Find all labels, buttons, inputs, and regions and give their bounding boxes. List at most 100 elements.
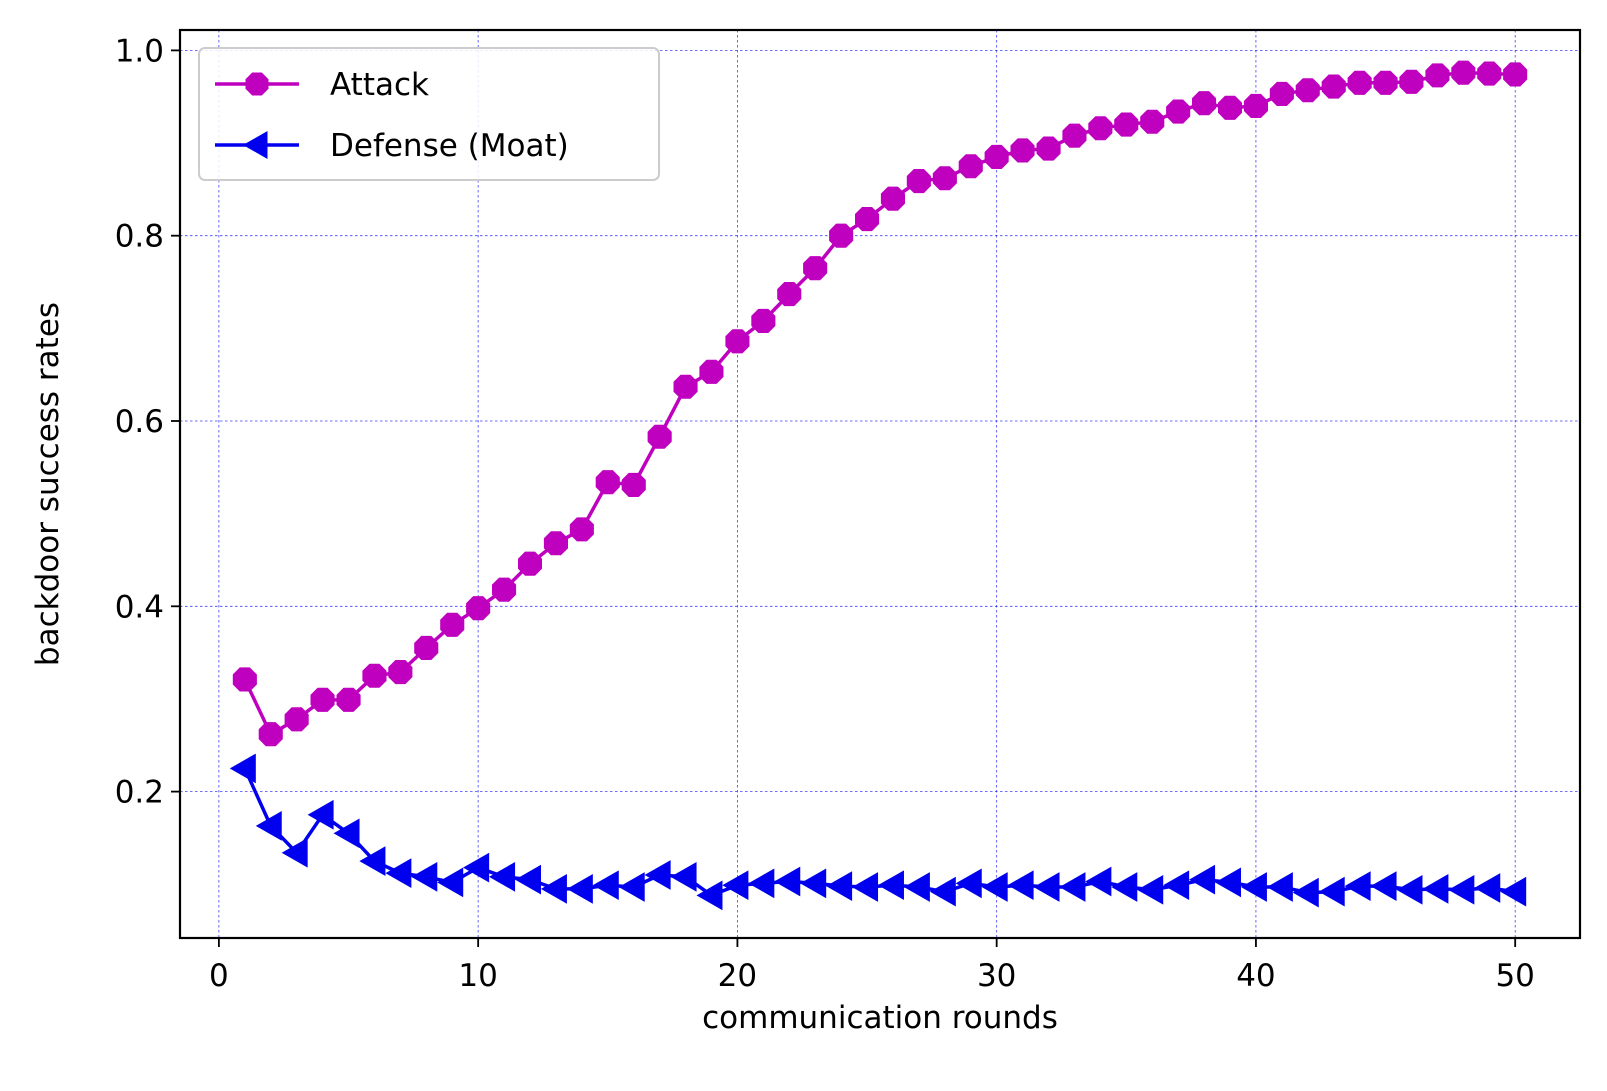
data-point: [307, 799, 334, 830]
data-point: [1318, 876, 1345, 907]
data-point: [852, 872, 879, 902]
x-tick-label: 40: [1236, 958, 1275, 994]
data-point: [463, 852, 490, 883]
data-point: [777, 282, 802, 307]
data-point: [699, 359, 724, 384]
data-point: [1189, 864, 1216, 895]
data-point: [1192, 91, 1217, 116]
data-point: [1373, 70, 1398, 95]
data-point: [1214, 867, 1241, 898]
data-point: [1292, 877, 1319, 908]
legend-marker: [245, 72, 269, 96]
data-point: [1010, 138, 1035, 163]
data-point: [1477, 61, 1502, 86]
data-point: [1088, 116, 1113, 141]
grid: [180, 30, 1580, 938]
data-point: [1266, 872, 1293, 902]
data-point: [647, 424, 672, 449]
data-point: [984, 144, 1009, 169]
data-point: [232, 667, 257, 692]
y-tick-label: 0.6: [115, 404, 164, 440]
data-point: [774, 866, 801, 897]
data-point: [932, 166, 957, 191]
data-point: [1451, 60, 1476, 85]
data-point: [1500, 876, 1527, 907]
data-point: [1344, 871, 1371, 901]
data-point: [1166, 99, 1191, 124]
data-point: [258, 722, 283, 747]
data-point: [1269, 81, 1294, 106]
data-point: [333, 818, 360, 849]
data-point: [829, 223, 854, 248]
data-point: [1448, 874, 1475, 905]
data-point: [906, 169, 931, 194]
data-point: [284, 707, 309, 732]
data-point: [1140, 109, 1165, 134]
data-point: [929, 876, 956, 907]
legend-box: [198, 47, 660, 181]
legend-marker: [243, 131, 268, 159]
data-point: [1085, 866, 1112, 897]
data-point: [281, 837, 308, 868]
legend-item: Attack: [215, 67, 429, 103]
data-point: [644, 860, 671, 890]
data-point: [1396, 874, 1423, 905]
data-point: [414, 635, 439, 660]
data-point: [1114, 112, 1139, 137]
data-point: [1399, 69, 1424, 94]
data-point: [592, 870, 619, 901]
data-point: [310, 687, 335, 712]
data-point: [1425, 63, 1450, 88]
data-point: [1422, 874, 1449, 904]
data-point: [748, 868, 775, 899]
data-point: [1218, 95, 1242, 120]
legend-label: Defense (Moat): [330, 128, 569, 164]
data-point: [673, 374, 698, 399]
data-point: [1321, 74, 1346, 99]
ticks: 0 10 20 30 40 50 0.2 0.4 0.6 0.8 1.0: [115, 33, 1535, 994]
data-point: [1062, 123, 1087, 148]
data-point: [877, 870, 904, 901]
data-point: [826, 871, 853, 901]
data-point: [1474, 873, 1501, 903]
data-point: [1111, 872, 1138, 902]
y-tick-label: 1.0: [115, 33, 164, 69]
legend-label: Attack: [330, 67, 429, 103]
data-point: [670, 861, 697, 892]
data-point: [1007, 870, 1034, 901]
data-point: [440, 612, 465, 637]
y-tick-label: 0.8: [115, 219, 164, 255]
data-point: [621, 472, 646, 497]
x-axis-label: communication rounds: [702, 1000, 1058, 1036]
x-tick-label: 10: [458, 958, 497, 994]
data-point: [492, 577, 517, 602]
data-point: [722, 870, 749, 901]
data-point: [1036, 136, 1061, 161]
y-tick-label: 0.4: [115, 589, 164, 625]
data-point: [336, 687, 361, 712]
data-point: [466, 596, 491, 621]
data-point: [1033, 872, 1060, 902]
x-tick-label: 50: [1495, 958, 1534, 994]
series-layer: [229, 60, 1528, 911]
series-attack: [232, 60, 1528, 747]
data-point: [1370, 871, 1397, 901]
data-point: [411, 861, 438, 892]
data-point: [725, 329, 750, 354]
data-point: [595, 470, 620, 495]
data-point: [540, 874, 567, 904]
data-point: [1137, 874, 1164, 905]
data-point: [903, 872, 930, 902]
data-point: [514, 864, 541, 895]
data-point: [388, 660, 413, 685]
data-point: [1295, 78, 1320, 103]
data-point: [855, 207, 880, 232]
data-point: [437, 867, 464, 898]
data-point: [489, 861, 516, 892]
data-point: [385, 858, 412, 889]
data-point: [569, 517, 594, 542]
data-point: [1243, 93, 1268, 118]
data-point: [618, 872, 645, 902]
